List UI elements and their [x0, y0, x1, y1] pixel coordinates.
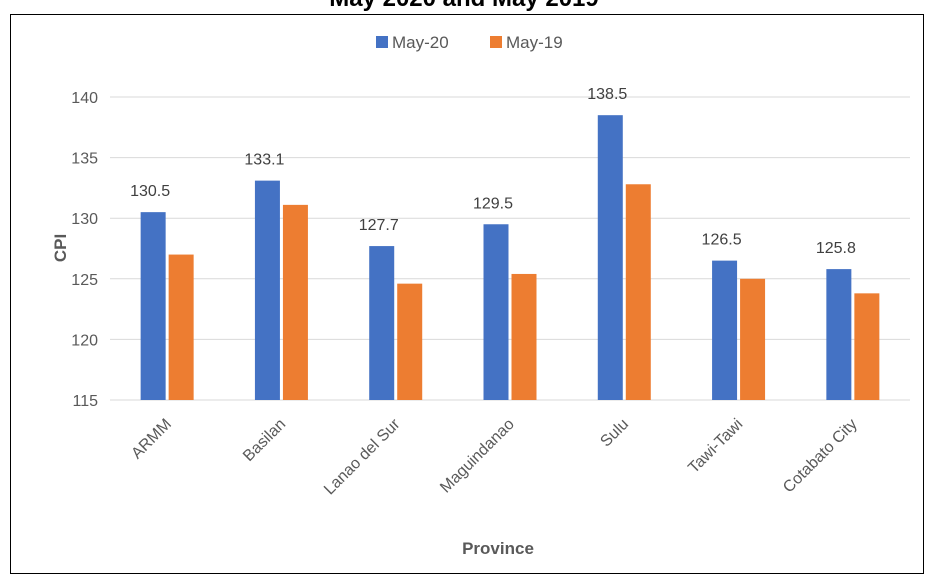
bar-may-19-tawi-tawi: [740, 278, 766, 400]
data-label: 133.1: [244, 152, 284, 169]
y-tick-label: 115: [72, 393, 98, 410]
x-tick-label: Basilan: [240, 416, 289, 465]
data-label: 126.5: [702, 232, 742, 249]
bar-may-19-lanao-del-sur: [397, 283, 423, 400]
y-tick-label: 130: [71, 211, 98, 228]
y-axis-title: CPI: [51, 234, 70, 262]
data-labels: 130.5 133.1 127.7 129.5 138.5 126.5 125.8: [130, 86, 856, 257]
bar-may-20-basilan: [254, 180, 280, 400]
data-label: 138.5: [587, 86, 627, 103]
x-tick-label: Cotabato City: [780, 416, 861, 497]
x-tick-label: Tawi-Tawi: [685, 416, 746, 477]
bars: [140, 115, 880, 401]
x-axis-title: Province: [462, 539, 534, 558]
x-tick-labels: ARMM Basilan Lanao del Sur Maguindanao Sulu T…: [128, 415, 860, 498]
data-label: 127.7: [359, 217, 399, 234]
y-tick-label: 135: [71, 151, 98, 168]
bar-may-19-armm: [168, 254, 194, 400]
bar-may-20-lanao-del-sur: [369, 246, 395, 400]
data-label: 129.5: [473, 195, 513, 212]
bar-may-19-cotabato-city: [854, 293, 880, 400]
x-tick-label: Lanao del Sur: [321, 415, 404, 498]
legend: May-20 May-19: [376, 33, 563, 52]
x-tick-label: Sulu: [597, 416, 632, 451]
bar-may-19-basilan: [282, 204, 308, 400]
bar-may-20-maguindanao: [483, 224, 509, 400]
chart-title: May 2020 and May 2019: [0, 0, 928, 14]
data-label: 130.5: [130, 183, 170, 200]
legend-label: May-20: [392, 33, 449, 52]
bar-may-19-maguindanao: [511, 273, 537, 400]
bar-may-20-cotabato-city: [826, 269, 852, 400]
legend-label: May-19: [506, 33, 563, 52]
bar-may-20-tawi-tawi: [712, 260, 738, 400]
x-tick-label: Maguindanao: [437, 416, 518, 497]
gridlines: [110, 96, 910, 401]
y-tick-label: 125: [71, 272, 98, 289]
bar-may-19-sulu: [625, 184, 651, 400]
legend-swatch: [376, 36, 388, 48]
bar-may-20-sulu: [597, 115, 623, 401]
data-label: 125.8: [816, 240, 856, 257]
x-tick-label: ARMM: [128, 416, 175, 463]
y-tick-label: 140: [71, 90, 98, 107]
legend-swatch: [490, 36, 502, 48]
y-tick-labels: 115 120 125 130 135 140: [71, 90, 98, 410]
bar-may-20-armm: [140, 212, 166, 400]
y-tick-label: 120: [71, 332, 98, 349]
